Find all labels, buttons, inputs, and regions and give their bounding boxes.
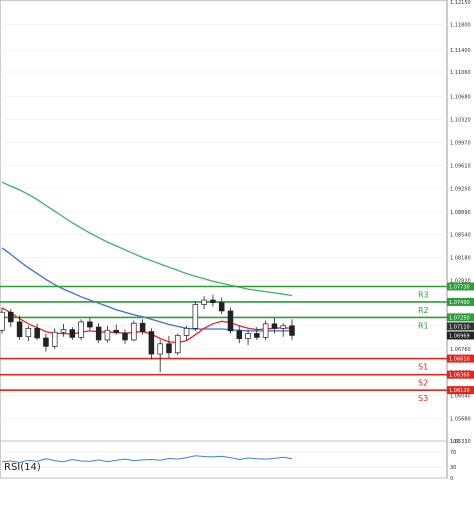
- candle-body: [148, 331, 155, 355]
- price-tick-label: 1.10680: [450, 95, 471, 101]
- candle-body: [16, 321, 23, 338]
- level-price-tag-r3: [447, 282, 474, 291]
- candlestick-series: [0, 294, 295, 373]
- rsi-series-line: [1, 455, 293, 464]
- level-price-tag-s1: [447, 354, 474, 363]
- candle-body: [201, 299, 207, 305]
- candle-body: [122, 332, 128, 341]
- current-price-tag-text: 1.06969: [449, 333, 470, 339]
- price-tick-label: 1.05680: [450, 416, 471, 422]
- candle-body: [271, 323, 278, 329]
- level-price-tag-s2: [447, 370, 474, 379]
- candle-body: [166, 343, 172, 354]
- ma-slow-line: [1, 181, 293, 297]
- price-tick-label: 1.09250: [450, 187, 471, 193]
- candle-body: [78, 321, 84, 338]
- current-price-tag: [447, 331, 474, 340]
- candle-body: [51, 331, 58, 347]
- rsi-panel-border: [0, 440, 448, 479]
- candle-body: [280, 325, 286, 329]
- main-price-panel: 1.12150 1.11800 1.11400 1.11060 1.10680 1.103…: [0, 0, 474, 445]
- rsi-line: [1, 455, 293, 464]
- price-tick-label: 1.05330: [450, 439, 471, 445]
- price-tags: 1.07110 1.06969: [447, 322, 474, 340]
- price-tick-label: 1.10320: [450, 118, 471, 124]
- candle-body: [139, 322, 146, 332]
- level-price-tag-text-r3: 1.07730: [449, 284, 470, 290]
- level-label-r2: R2: [418, 306, 429, 315]
- price-tick-label: 1.08180: [450, 256, 471, 262]
- level-price-tag-s3: [447, 386, 474, 395]
- candle-body: [192, 304, 199, 329]
- level-label-s3: S3: [418, 394, 428, 403]
- rsi-tick-label: 100: [450, 439, 460, 445]
- price-tick-label: 1.09610: [450, 163, 471, 169]
- candle-body: [210, 299, 216, 303]
- price-tick-label: 1.09970: [450, 140, 471, 146]
- price-tick-label: 1.06760: [450, 347, 471, 353]
- candle-body: [157, 343, 163, 355]
- candle-body: [218, 302, 225, 312]
- candle-body: [95, 326, 102, 341]
- candle-body: [262, 323, 269, 338]
- candle-body: [245, 333, 251, 339]
- rsi-grid: [0, 440, 447, 479]
- pivot-tag-tag: [447, 322, 474, 331]
- candle-body: [8, 311, 14, 323]
- candle-body: [60, 329, 67, 333]
- candle-body: [69, 329, 76, 338]
- level-price-tag-text-s3: 1.06120: [449, 388, 470, 394]
- price-tick-label: 1.11400: [450, 48, 471, 54]
- candle-body: [131, 322, 137, 341]
- price-tick-label: 1.11060: [450, 70, 471, 76]
- level-price-tag-r2: [447, 297, 474, 306]
- level-price-tag-text-r2: 1.07490: [449, 300, 470, 306]
- price-tick-label: 1.07820: [450, 279, 471, 285]
- price-tick-label: 1.06040: [450, 393, 471, 399]
- candle-body: [227, 310, 234, 332]
- level-label-s1: S1: [418, 363, 428, 372]
- rsi-panel: 100 70 30 0 RSI(14): [0, 439, 460, 482]
- candle-body: [289, 325, 295, 336]
- rsi-tick-label: 0: [450, 476, 453, 482]
- price-tick-label: 1.11800: [450, 22, 471, 28]
- rsi-axis-ticks: 100 70 30 0: [450, 439, 460, 482]
- candle-body: [236, 330, 243, 339]
- candle-body: [0, 311, 5, 331]
- pivot-tag-tag-text: 1.07110: [449, 324, 470, 330]
- level-price-tag-text-s1: 1.06610: [449, 357, 470, 363]
- level-price-tag-r1: [447, 313, 474, 322]
- rsi-tick-label: 70: [450, 450, 456, 456]
- level-price-tag-text-r1: 1.07250: [449, 315, 470, 321]
- level-label-s2: S2: [418, 379, 428, 388]
- candle-body: [34, 327, 40, 339]
- candle-body: [113, 329, 120, 334]
- rsi-label: RSI(14): [4, 462, 41, 473]
- candle-body: [43, 337, 49, 347]
- price-axis-ticks: 1.12150 1.11800 1.11400 1.11060 1.10680 1.103…: [450, 0, 471, 445]
- rsi-tick-label: 30: [450, 465, 456, 471]
- price-tick-label: 1.12150: [450, 0, 471, 6]
- candle-body: [254, 333, 260, 338]
- candle-body: [183, 327, 190, 336]
- level-label-r1: R1: [418, 321, 429, 330]
- price-tick-label: 1.08540: [450, 232, 471, 238]
- candle-body: [174, 335, 181, 354]
- main-panel-border: [0, 0, 448, 442]
- level-label-r3: R3: [418, 290, 429, 299]
- price-tick-label: 1.08890: [450, 210, 471, 216]
- ma-fast-line: [1, 307, 293, 344]
- candle-body: [104, 329, 111, 341]
- candle-body: [25, 327, 32, 338]
- support-resistance-levels: R3 1.07730 R2 1.07490 R1 1.07250 S1 1.06610 S2 1.…: [0, 282, 474, 403]
- level-price-tag-text-s2: 1.06360: [449, 373, 470, 379]
- candle-body: [87, 321, 93, 328]
